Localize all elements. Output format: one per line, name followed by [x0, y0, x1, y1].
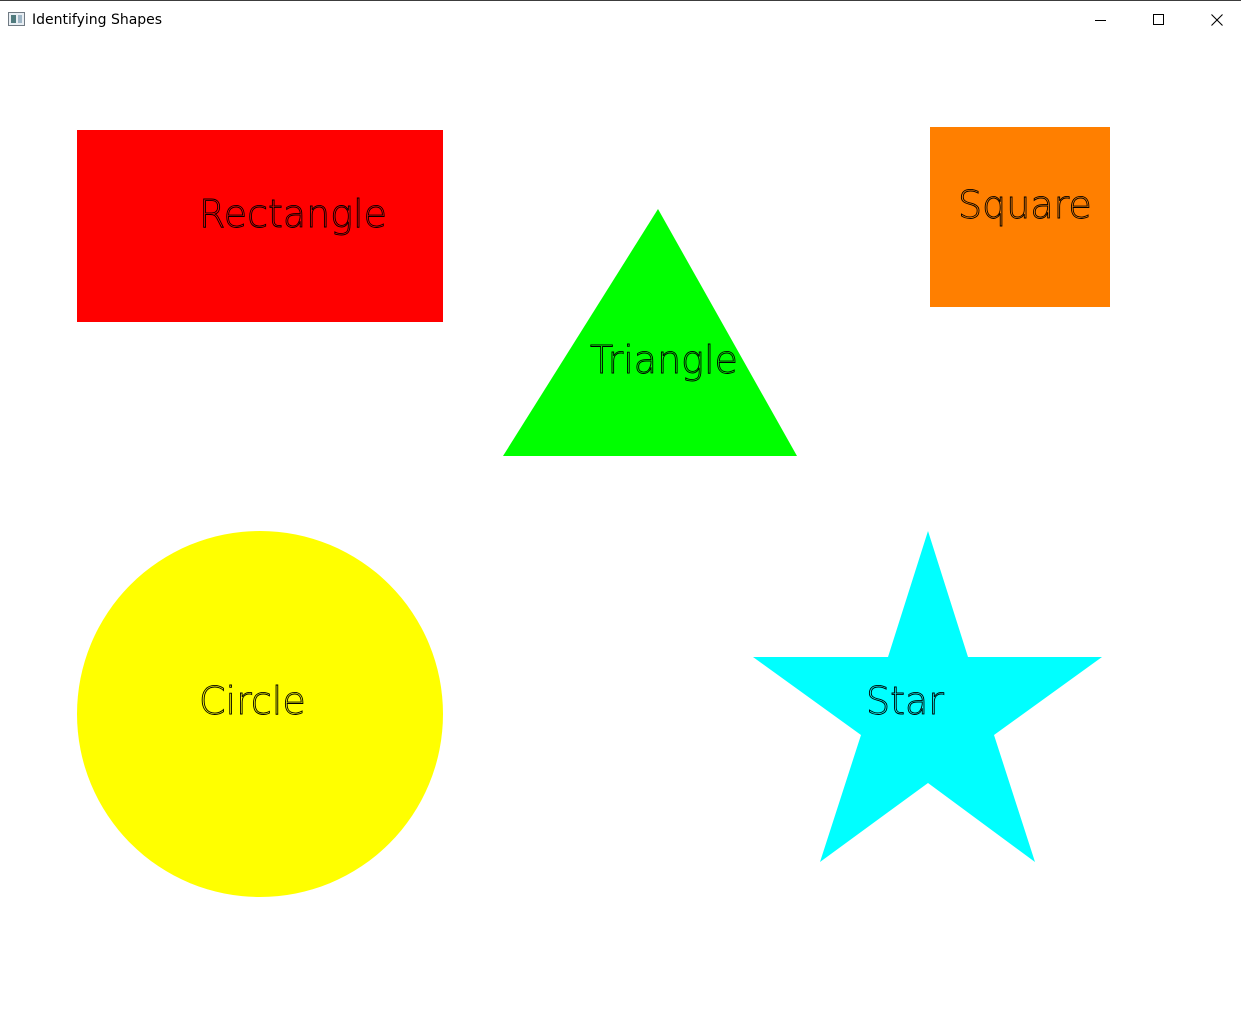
close-icon	[1211, 14, 1223, 26]
star-shape	[753, 531, 1102, 862]
maximize-button[interactable]	[1129, 1, 1187, 39]
square-label: Square	[958, 183, 1092, 227]
app-window-icon[interactable]	[8, 12, 25, 26]
shapes-drawing: Rectangle Triangle Square Circle Star	[77, 127, 1110, 897]
circle-label: Circle	[199, 679, 306, 723]
drawing-canvas: Rectangle Triangle Square Circle Star	[0, 39, 1241, 1027]
maximize-icon	[1153, 14, 1164, 25]
rectangle-label: Rectangle	[199, 192, 387, 236]
rectangle-shape	[77, 130, 443, 322]
triangle-shape	[503, 209, 797, 456]
minimize-button[interactable]	[1071, 1, 1129, 39]
app-icon-pane-right	[18, 15, 22, 23]
close-button[interactable]	[1187, 1, 1241, 39]
circle-shape	[77, 531, 443, 897]
title-bar[interactable]: Identifying Shapes	[0, 1, 1241, 39]
window-title: Identifying Shapes	[32, 12, 163, 28]
triangle-label: Triangle	[590, 338, 738, 382]
minimize-icon	[1095, 20, 1106, 21]
square-shape	[930, 127, 1110, 307]
app-icon-pane-left	[11, 15, 16, 23]
star-label: Star	[866, 679, 944, 723]
